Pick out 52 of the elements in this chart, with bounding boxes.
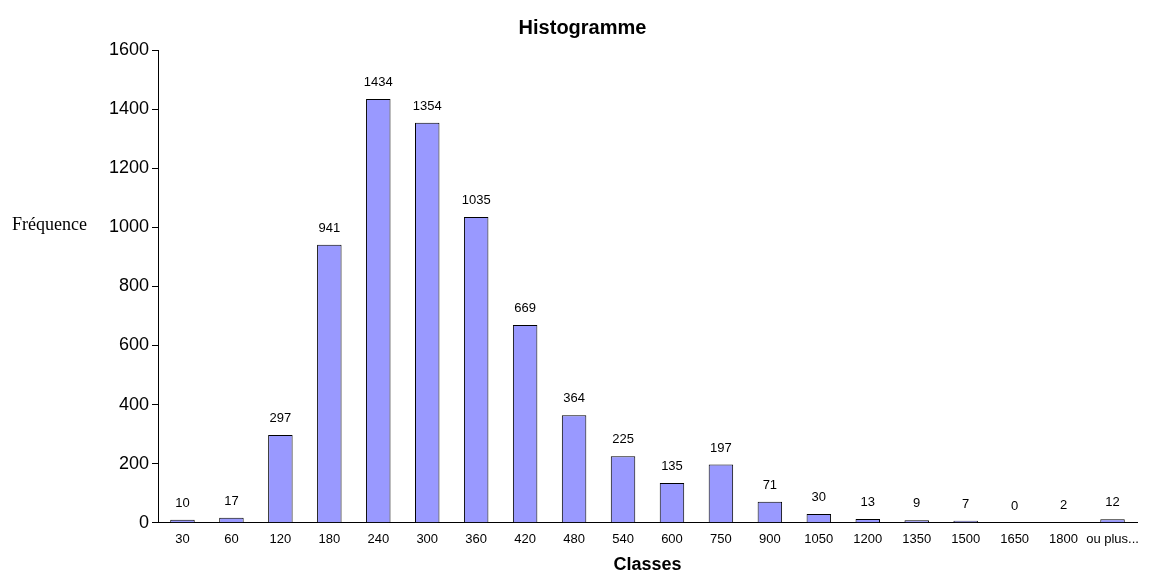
chart-title: Histogramme [518,15,647,38]
y-tick-label: 600 [118,334,149,355]
data-label: 135 [661,457,683,473]
x-tick-label: 1500 [951,531,981,547]
x-tick-label: 300 [416,531,439,547]
x-tick-label: ou plus... [1086,531,1139,547]
data-label: 669 [514,300,536,316]
data-label: 30 [811,489,827,505]
data-label: 1035 [461,192,491,208]
data-label: 7 [962,495,970,511]
x-tick-label: 1800 [1049,531,1079,547]
x-tick-label: 1200 [853,531,883,547]
data-label: 10 [175,494,190,510]
x-tick-label: 240 [367,531,390,547]
data-label: 225 [612,431,634,447]
y-tick-label: 1200 [108,157,149,178]
y-tick-label: 200 [118,452,149,473]
x-tick-label: 30 [175,531,190,547]
x-tick-label: 1050 [804,531,834,547]
x-tick-label: 540 [612,531,634,547]
data-label: 1354 [412,97,442,113]
x-tick-label: 600 [661,531,683,547]
data-label: 2 [1059,497,1068,513]
x-axis-title: Classes [613,554,682,575]
y-axis-title: Fréquence [12,213,87,234]
data-label: 297 [269,410,292,426]
data-label: 0 [1011,497,1019,513]
data-label: 71 [762,476,778,492]
x-tick-label: 360 [465,531,488,547]
data-label: 364 [563,390,585,406]
x-tick-label: 480 [563,531,585,547]
y-tick-label: 1600 [108,38,149,59]
y-tick-label: 800 [118,275,149,296]
data-label: 13 [860,494,876,510]
x-tick-label: 420 [514,531,536,547]
x-tick-label: 750 [710,531,732,547]
y-tick-label: 0 [138,511,149,532]
x-tick-label: 900 [759,531,781,547]
y-tick-label: 1000 [108,216,149,237]
x-tick-label: 120 [269,531,292,547]
x-tick-label: 1650 [1000,531,1030,547]
data-label: 12 [1105,494,1120,510]
data-label: 941 [318,219,341,235]
data-label: 1434 [363,74,393,90]
data-label: 17 [224,492,239,508]
x-tick-label: 180 [318,531,341,547]
y-tick-label: 1400 [108,98,149,119]
y-tick-label: 400 [118,393,149,414]
data-label: 9 [913,495,921,511]
x-tick-label: 60 [224,531,239,547]
data-label: 197 [710,439,732,455]
x-tick-label: 1350 [902,531,932,547]
